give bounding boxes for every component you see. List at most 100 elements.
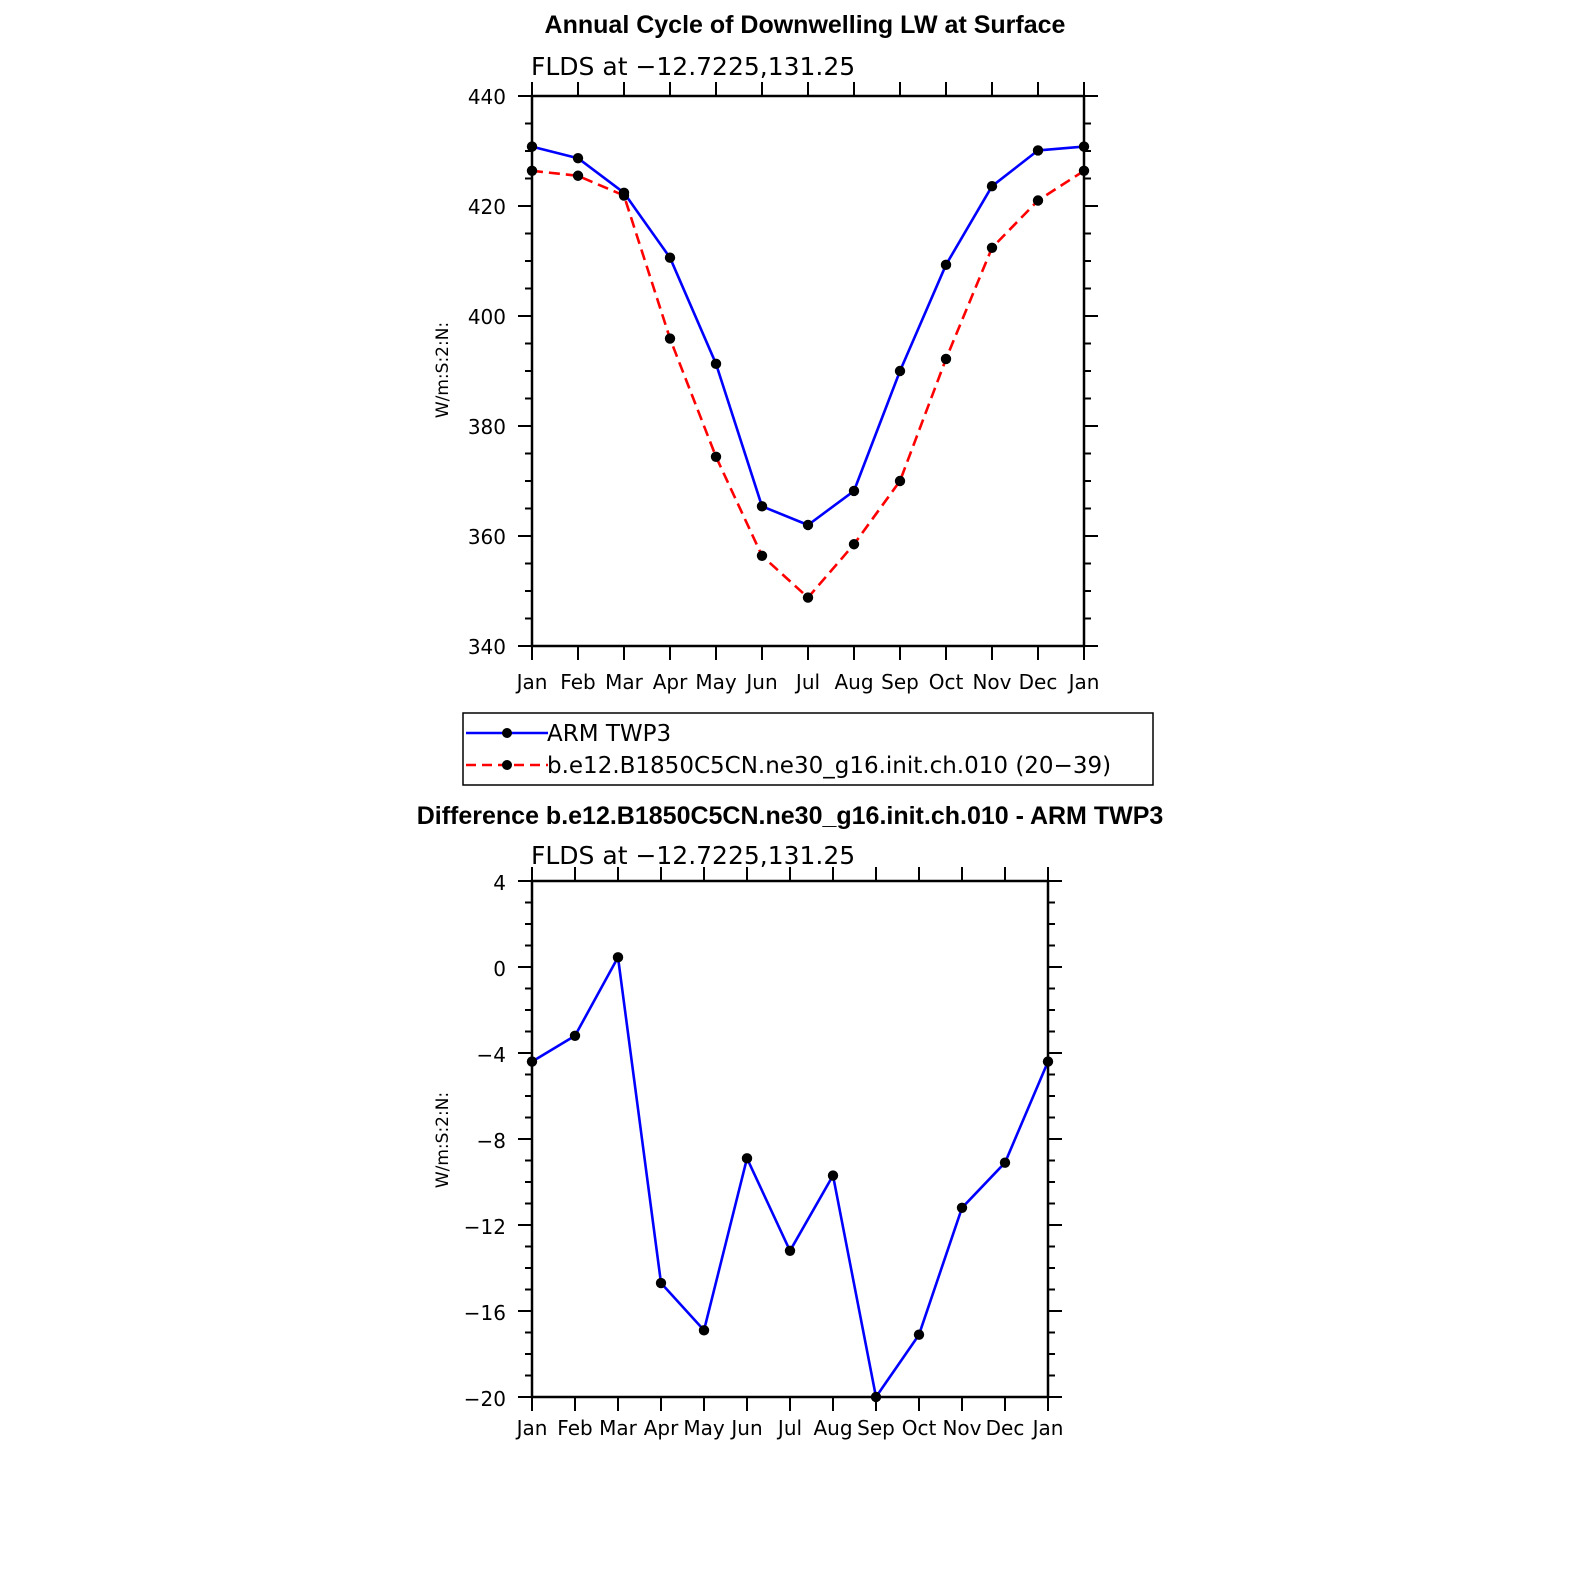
data-point [572,170,584,181]
data-point [802,519,814,531]
legend-label-model: b.e12.B1850C5CN.ne30_g16.init.ch.010 (20… [547,753,1111,779]
y-tick-labels: 440 420 400 380 360 340 [468,85,506,659]
x-tick-label: Nov [942,1416,981,1440]
data-point [612,952,624,963]
panel-subtitle: FLDS at −12.7225,131.25 [531,841,855,870]
data-point [940,353,952,365]
data-point [802,592,814,603]
legend-label-arm: ARM TWP3 [547,721,671,747]
data-point [848,485,860,497]
x-tick-label: Jan [515,1416,548,1440]
y-tick-label: 0 [493,957,506,981]
y-tick-label: −12 [464,1215,506,1239]
data-point [698,1325,710,1336]
axis-tick-marks [518,867,1062,1411]
plot-frame [530,879,1050,1399]
x-tick-label: Sep [881,670,919,694]
y-tick-label: 420 [468,195,506,219]
x-tick-label: Jun [744,670,777,694]
series-line-secondary [531,169,1085,599]
legend-entry-arm: ARM TWP3 [466,721,671,747]
legend-marker-model [502,760,512,770]
x-tick-labels: Jan Feb Mar Apr May Jun Jul Aug Sep Oct … [515,1416,1064,1440]
panel-subtitle: FLDS at −12.7225,131.25 [531,52,855,81]
x-tick-label: May [695,670,737,694]
data-point [741,1153,753,1164]
data-point [1032,195,1044,206]
legend-marker-arm [502,728,512,738]
x-tick-label: Jul [776,1416,802,1440]
y-tick-label: −16 [464,1301,506,1325]
series-layer [526,141,1090,603]
data-point [664,333,676,344]
series-line-primary [531,955,1050,1399]
y-tick-label: −4 [477,1043,506,1067]
difference-panel: Difference b.e12.B1850C5CN.ne30_g16.init… [417,802,1164,1440]
y-tick-label: −8 [477,1129,506,1153]
series-line-primary [531,145,1085,527]
data-point [913,1329,925,1340]
x-tick-label: Oct [929,670,964,694]
data-point [569,1030,581,1042]
data-point [618,190,630,201]
x-tick-label: Aug [834,670,873,694]
panel-title: Annual Cycle of Downwelling LW at Surfac… [545,11,1066,39]
y-tick-label: 340 [468,635,506,659]
x-tick-label: Dec [1019,670,1058,694]
y-tick-label: −20 [464,1387,506,1411]
annual-cycle-panel: Annual Cycle of Downwelling LW at Surfac… [433,11,1099,694]
y-tick-label: 440 [468,85,506,109]
data-point [894,365,906,377]
y-tick-label: 380 [468,415,506,439]
data-point [940,259,952,271]
data-point [827,1170,839,1181]
panel-title: Difference b.e12.B1850C5CN.ne30_g16.init… [417,802,1164,830]
x-tick-label: Apr [644,1416,679,1440]
axis-tick-marks [518,82,1098,660]
y-axis-label: W/m:S:2:N: [433,322,453,418]
x-tick-label: Sep [857,1416,895,1440]
y-axis-label: W/m:S:2:N: [433,1092,453,1188]
x-tick-label: Jan [515,670,548,694]
data-point [999,1157,1011,1168]
legend: ARM TWP3 b.e12.B1850C5CN.ne30_g16.init.c… [462,712,1154,786]
x-tick-label: Mar [599,1416,638,1440]
x-tick-label: Aug [813,1416,852,1440]
data-point [986,181,998,192]
plot-frame [530,94,1086,648]
y-tick-label: 360 [468,525,506,549]
data-point [664,252,676,263]
y-tick-label: 4 [493,871,506,895]
data-point [894,475,906,487]
y-tick-label: 400 [468,305,506,329]
x-tick-label: Jul [794,670,820,694]
x-tick-label: Oct [902,1416,937,1440]
data-point [1032,145,1044,156]
x-tick-label: Dec [986,1416,1025,1440]
legend-box [462,712,1154,786]
data-point [986,242,998,253]
x-tick-label: Mar [605,670,644,694]
data-point [756,550,768,561]
data-point [572,152,584,164]
x-tick-label: Jun [729,1416,762,1440]
data-point [710,451,722,462]
x-tick-label: Nov [972,670,1011,694]
legend-entry-model: b.e12.B1850C5CN.ne30_g16.init.ch.010 (20… [466,753,1111,779]
data-point [710,358,722,370]
x-tick-label: Feb [557,1416,592,1440]
data-point [848,539,860,550]
x-tick-label: Jan [1031,1416,1064,1440]
x-tick-label: Feb [560,670,595,694]
data-point [956,1202,968,1214]
y-tick-labels: 4 0 −4 −8 −12 −16 −20 [464,871,506,1411]
data-point [756,501,768,512]
x-tick-label: Apr [653,670,688,694]
series-layer [526,952,1054,1403]
data-point [655,1277,667,1289]
x-tick-label: May [683,1416,725,1440]
x-tick-label: Jan [1067,670,1100,694]
x-tick-labels: Jan Feb Mar Apr May Jun Jul Aug Sep Oct … [515,670,1100,694]
data-point [784,1245,796,1257]
